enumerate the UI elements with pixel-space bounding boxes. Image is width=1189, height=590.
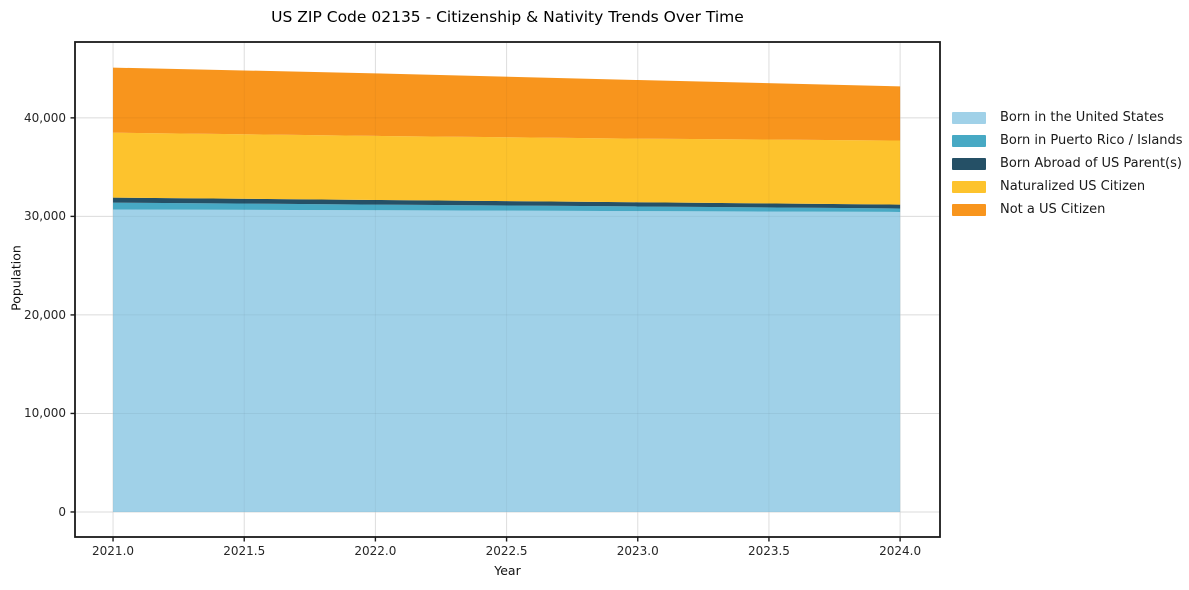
legend-label: Born Abroad of US Parent(s) (1000, 156, 1182, 171)
y-tick-label: 10,000 (24, 406, 66, 421)
y-tick-label: 0 (58, 504, 66, 519)
y-tick-label: 40,000 (24, 110, 66, 125)
x-tick-label: 2021.5 (223, 544, 266, 558)
x-axis-title: Year (494, 563, 521, 578)
legend-item: Born in Puerto Rico / Islands (952, 129, 1183, 152)
area-born-in-the-united-states (113, 209, 901, 512)
legend-label: Born in Puerto Rico / Islands (1000, 133, 1183, 148)
legend-swatch-not-citizen (952, 203, 986, 216)
x-tick-label: 2024.0 (879, 544, 922, 558)
legend-label: Born in the United States (1000, 110, 1164, 125)
area-naturalized-us-citizen (113, 132, 901, 205)
area-born-abroad-of-us-parent-s (113, 197, 901, 209)
x-tick-label: 2022.5 (485, 544, 528, 558)
legend-item: Born Abroad of US Parent(s) (952, 152, 1183, 175)
legend-label: Naturalized US Citizen (1000, 179, 1146, 194)
legend-swatch-born-us (952, 111, 986, 124)
y-axis-title: Population (8, 245, 24, 311)
axes-border (74, 41, 941, 538)
x-tick-label: 2023.0 (616, 544, 659, 558)
y-tick-label: 20,000 (24, 307, 66, 322)
chart-title: US ZIP Code 02135 - Citizenship & Nativi… (271, 8, 744, 26)
x-tick-label: 2023.5 (747, 544, 790, 558)
y-tick-label: 30,000 (24, 209, 66, 224)
area-born-in-puerto-rico-islands (113, 202, 901, 212)
legend-swatch-puerto-rico (952, 134, 986, 147)
legend: Born in the United States Born in Puerto… (952, 106, 1183, 221)
legend-swatch-naturalized (952, 180, 986, 193)
legend-swatch-born-abroad (952, 157, 986, 170)
x-tick-label: 2022.0 (354, 544, 397, 558)
area-not-a-us-citizen (113, 67, 901, 141)
legend-item: Born in the United States (952, 106, 1183, 129)
legend-item: Naturalized US Citizen (952, 175, 1183, 198)
legend-label: Not a US Citizen (1000, 202, 1106, 217)
legend-item: Not a US Citizen (952, 198, 1183, 221)
x-tick-label: 2021.0 (92, 544, 135, 558)
